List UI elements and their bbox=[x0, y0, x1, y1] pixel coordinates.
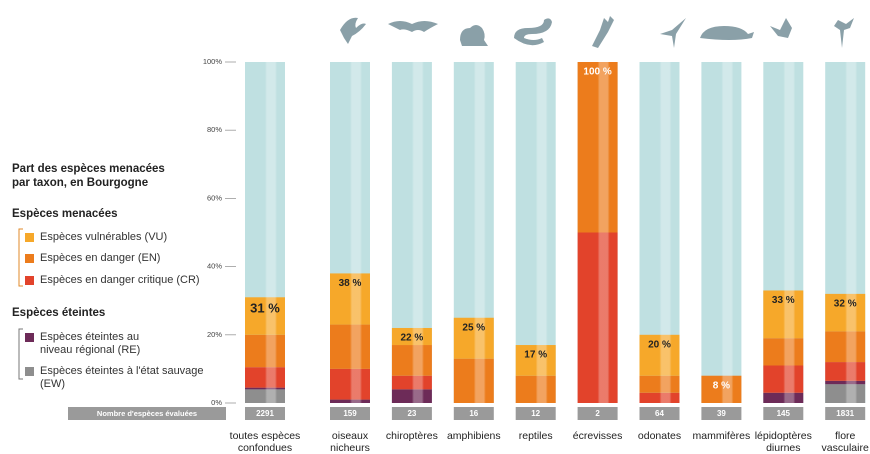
y-tick-label: 0% bbox=[211, 398, 222, 407]
count-label: 12 bbox=[531, 409, 540, 418]
bar-shine bbox=[763, 62, 804, 403]
count-label: 23 bbox=[407, 409, 416, 418]
total-label: 20 % bbox=[648, 339, 671, 350]
count-label: 2291 bbox=[256, 409, 274, 418]
count-badge bbox=[763, 407, 804, 420]
y-tick-label: 60% bbox=[207, 193, 222, 202]
total-label: 25 % bbox=[462, 322, 485, 333]
x-tick-label: reptiles bbox=[518, 430, 553, 442]
count-badge bbox=[391, 407, 432, 420]
bar-shine bbox=[453, 62, 494, 403]
legend-swatch bbox=[25, 367, 34, 376]
legend-item: Espèces éteintes à l'état sauvage (EW) bbox=[25, 365, 225, 391]
legend-swatch bbox=[25, 276, 34, 285]
x-tick-label: mammifères bbox=[692, 430, 751, 442]
bar-shine bbox=[825, 62, 866, 403]
chart-title: Part des espèces menacées par taxon, en … bbox=[12, 163, 165, 189]
count-label: 159 bbox=[343, 409, 357, 418]
taxon-icons bbox=[340, 16, 854, 48]
count-badge bbox=[825, 407, 866, 420]
legend-group-title: Espèces éteintes bbox=[12, 307, 106, 319]
x-tick-label: odonates bbox=[637, 430, 682, 442]
total-label: 31 % bbox=[250, 301, 280, 316]
bar-shine bbox=[330, 62, 370, 403]
bar-shine bbox=[245, 62, 285, 403]
bar-shine bbox=[701, 62, 742, 403]
count-label: 64 bbox=[655, 409, 664, 418]
y-tick-label: 20% bbox=[207, 330, 222, 339]
legend-swatch bbox=[25, 254, 34, 263]
legend-label: Espèces vulnérables (VU) bbox=[40, 231, 168, 243]
legend-item: Espèces en danger (EN) bbox=[25, 252, 215, 265]
x-tick-label: lépidoptères diurnes bbox=[754, 430, 812, 454]
count-label: 1831 bbox=[836, 409, 854, 418]
legend-swatch bbox=[25, 233, 34, 242]
legend-item: Espèces éteintes au niveau régional (RE) bbox=[25, 331, 155, 357]
legend-label: Espèces éteintes au niveau régional (RE) bbox=[40, 331, 141, 356]
count-badge bbox=[245, 407, 285, 420]
x-tick-label: amphibiens bbox=[446, 430, 501, 442]
count-badge bbox=[330, 407, 370, 420]
bar-shine bbox=[515, 62, 556, 403]
legend-group-title: Espèces menacées bbox=[12, 208, 118, 220]
legend-item: Espèces en danger critique (CR) bbox=[25, 274, 215, 287]
count-badge bbox=[515, 407, 556, 420]
count-label: 2 bbox=[595, 409, 600, 418]
total-label: 32 % bbox=[834, 299, 857, 310]
count-badge bbox=[577, 407, 618, 420]
y-tick-label: 80% bbox=[207, 125, 222, 134]
count-header: Nombre d'espèces évaluées bbox=[97, 409, 197, 418]
total-label: 17 % bbox=[524, 350, 547, 361]
count-badge bbox=[701, 407, 742, 420]
count-label: 39 bbox=[717, 409, 726, 418]
total-label: 8 % bbox=[713, 380, 730, 391]
x-tick-label: flore vasculaire bbox=[821, 430, 869, 454]
total-label: 33 % bbox=[772, 295, 795, 306]
total-label: 38 % bbox=[339, 278, 362, 289]
count-badge bbox=[453, 407, 494, 420]
count-header-bg bbox=[68, 407, 226, 420]
count-label: 16 bbox=[469, 409, 478, 418]
bar-shine bbox=[639, 62, 680, 403]
count-label: 145 bbox=[777, 409, 791, 418]
bar-shine bbox=[577, 62, 618, 403]
x-tick-label: toutes espèces confondues bbox=[229, 430, 301, 454]
legend-bracket bbox=[18, 228, 23, 287]
legend-label: Espèces en danger (EN) bbox=[40, 252, 161, 264]
y-tick-label: 40% bbox=[207, 262, 222, 271]
legend-bracket bbox=[18, 328, 23, 380]
legend-item: Espèces vulnérables (VU) bbox=[25, 231, 215, 244]
x-tick-label: chiroptères bbox=[385, 430, 438, 442]
legend-label: Espèces en danger critique (CR) bbox=[40, 274, 200, 286]
total-label: 100 % bbox=[583, 67, 611, 78]
count-badge bbox=[639, 407, 680, 420]
x-tick-label: oiseaux nicheurs bbox=[330, 430, 370, 454]
x-tick-label: écrevisses bbox=[572, 430, 623, 442]
y-tick-label: 100% bbox=[203, 57, 223, 66]
legend-swatch bbox=[25, 333, 34, 342]
total-label: 22 % bbox=[401, 333, 424, 344]
bar-shine bbox=[391, 62, 432, 403]
legend-label: Espèces éteintes à l'état sauvage (EW) bbox=[40, 365, 204, 390]
